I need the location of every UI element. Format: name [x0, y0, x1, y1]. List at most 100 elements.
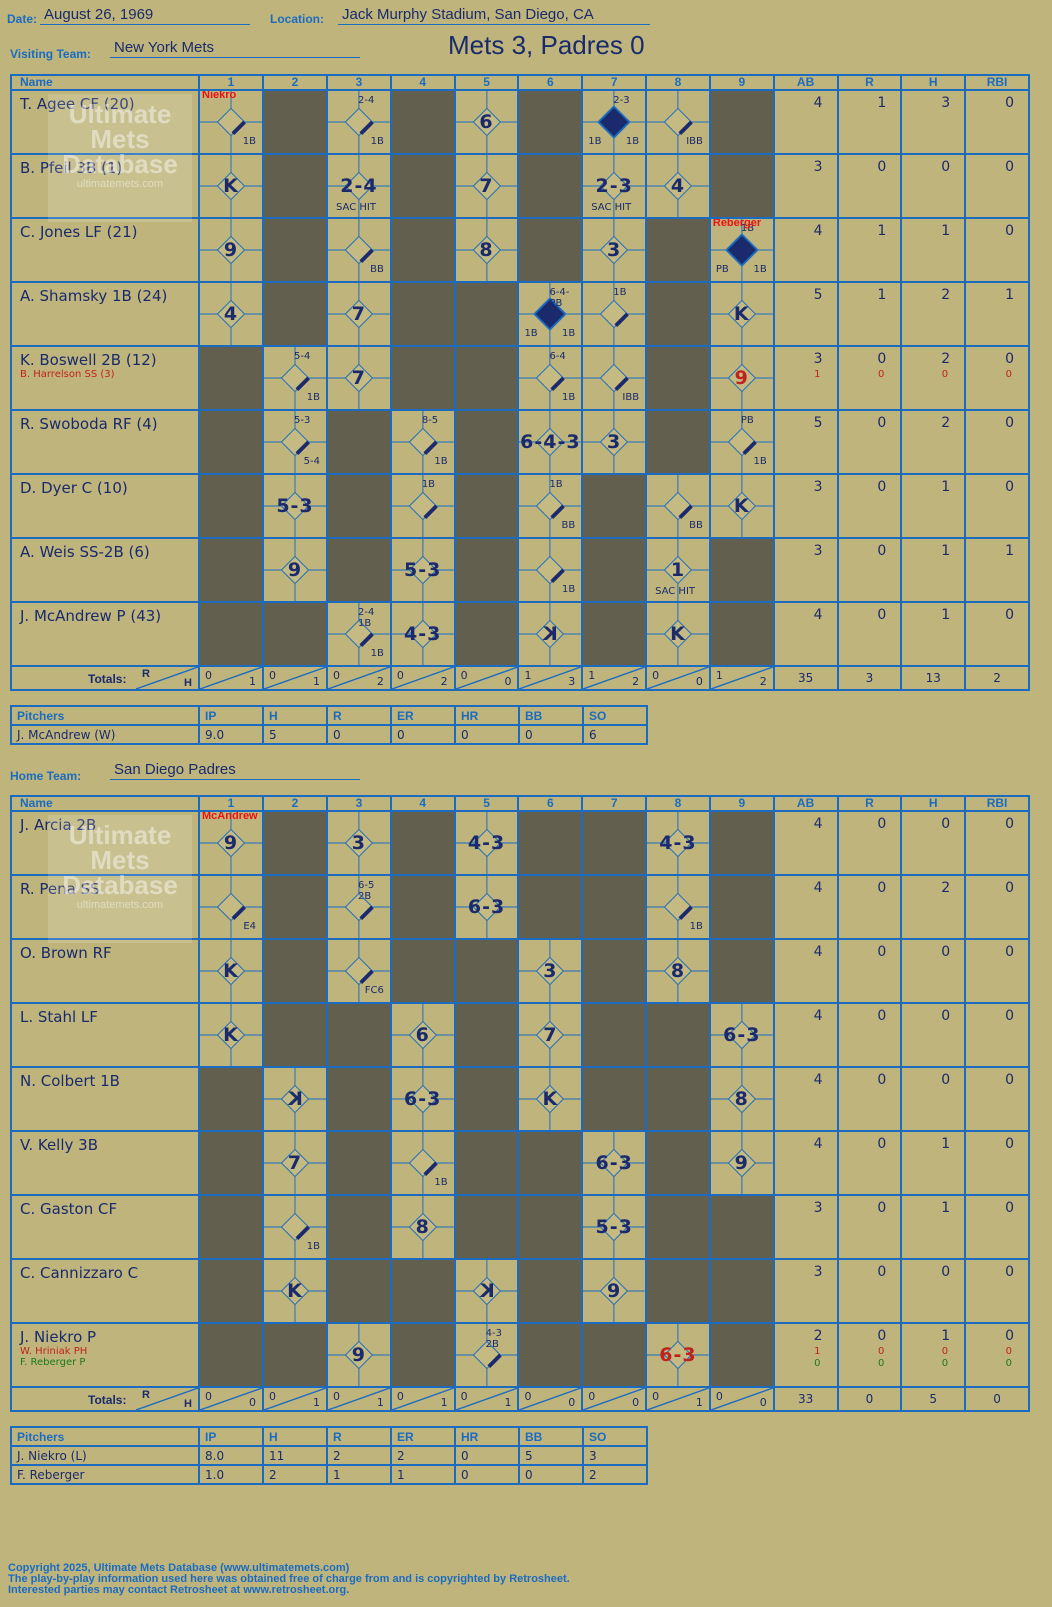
pitcher-col-header: Pitchers — [10, 1426, 200, 1447]
sub2-stat-ab: 0 — [814, 1358, 821, 1369]
inning-cell-empty — [262, 874, 328, 940]
inning-cell: 1B 1B 6-4-PB — [517, 281, 584, 347]
stat-cell-rbi: 0 — [964, 1002, 1030, 1068]
pitcher-change-note: Niekro — [202, 90, 237, 101]
hit-label: 1B — [625, 136, 640, 147]
sub-stat-rbi: 0 — [1005, 369, 1012, 380]
inning-cell-empty — [262, 1002, 328, 1068]
player-row: A. Weis SS-2B (6) 9 5-3 1B 1 SAC HIT 3 0 1 1 — [10, 537, 1030, 603]
name-column-header: Name — [10, 795, 200, 812]
stat-r: 0 — [877, 415, 887, 431]
rbi-header: RBI — [964, 74, 1030, 91]
player-name-cell: R. Swoboda RF (4) — [10, 409, 200, 475]
location-field: Jack Murphy Stadium, San Diego, CA — [338, 6, 650, 25]
stat-rbi: 1 — [1005, 287, 1014, 303]
stat-ab: 3 — [813, 543, 823, 559]
inning-hits: 1 — [440, 1396, 448, 1409]
stat-cell-h: 1 — [900, 473, 967, 539]
play-result: 9 — [607, 1280, 622, 1302]
watermark-site: ultimatemets.com — [76, 178, 164, 190]
inning-cell-empty — [708, 1258, 775, 1324]
advance-label: 1B — [421, 479, 436, 490]
inning-cell: 1B 2-4 1B — [326, 601, 392, 667]
advance-label: 4-3 2B — [485, 1328, 502, 1350]
play-result: 1 — [670, 559, 686, 581]
stat-h: 1 — [941, 479, 951, 495]
advance-label: 2-4 — [358, 95, 375, 106]
player-row: R. Swoboda RF (4) 5-4 5-3 1B 8-5 6-4-3 3 1B PB 5 0… — [10, 409, 1030, 475]
inning-cell: 5-3 — [389, 537, 456, 603]
hit-label: 1B — [562, 392, 576, 403]
inning-cell: 5-3 — [581, 1194, 648, 1260]
play-result: 8 — [734, 1088, 749, 1110]
player-name: B. Pfeil 3B (1) — [20, 159, 123, 177]
play-result: 8 — [670, 960, 686, 982]
pitcher-col-header: HR — [454, 705, 520, 726]
play-result: 9 — [734, 367, 749, 389]
stat-rbi: 0 — [1005, 880, 1014, 896]
inning-cell-empty — [198, 1130, 264, 1196]
hit-label: BB — [689, 520, 703, 531]
inning-runs: 0 — [333, 669, 340, 682]
player-name-cell: C. Cannizzaro C — [10, 1258, 200, 1324]
stat-h: 2 — [941, 880, 951, 896]
inning-cell: 6-3 — [708, 1002, 775, 1068]
inning-hits: 1 — [376, 1396, 384, 1409]
pitcher-stat: 0 — [518, 724, 584, 745]
inning-hits: 0 — [249, 1396, 256, 1409]
inning-hits: 2 — [759, 675, 767, 688]
inning-cell: K — [262, 1066, 328, 1132]
inning-cell: 3 — [326, 810, 392, 876]
advance-label: PB — [740, 415, 754, 426]
total-runs: 3 — [836, 665, 903, 691]
inning-cell: 8 — [708, 1066, 775, 1132]
hit-label: 1B — [689, 921, 703, 932]
inning-cell-empty — [517, 1258, 584, 1324]
stat-rbi: 1 — [1005, 543, 1014, 559]
stat-rbi: 0 — [1005, 816, 1014, 832]
play-result: K — [542, 1088, 559, 1110]
inning-cell: K — [198, 153, 264, 219]
inning-cell-empty — [645, 1066, 711, 1132]
player-row: K. Boswell 2B (12) B. Harrelson SS (3) 1B 5… — [10, 345, 1030, 411]
stat-cell-r: 1 — [836, 281, 903, 347]
watermark-site: ultimatemets.com — [76, 899, 164, 911]
stat-cell-h: 3 — [900, 89, 967, 155]
play-result: K — [223, 175, 239, 197]
inning-cell-empty — [517, 1322, 584, 1388]
stat-r: 0 — [877, 1008, 887, 1024]
stat-rbi: 0 — [1005, 415, 1014, 431]
stat-h: 1 — [941, 223, 951, 239]
sub-stat-ab: 1 — [814, 1346, 821, 1357]
stat-cell-h: 0 — [900, 1066, 967, 1132]
stat-rbi: 0 — [1005, 479, 1014, 495]
column-header-row: Name 1 2 3 4 5 6 7 8 9 AB R H RBI — [10, 74, 1030, 91]
pitcher-col-header: H — [262, 1426, 328, 1447]
inning-cell: K — [517, 601, 584, 667]
hit-label: 1B — [242, 136, 256, 147]
stat-r: 1 — [877, 223, 887, 239]
sub-stat-h: 0 — [941, 1346, 949, 1357]
stat-cell-ab: 4 — [772, 1130, 839, 1196]
hit-label: 5-4 — [303, 456, 320, 467]
play-result: 9 — [223, 832, 239, 854]
stat-cell-ab: 3 — [772, 153, 839, 219]
advance-label: 6-4-PB — [549, 287, 570, 309]
player-name: A. Shamsky 1B (24) — [20, 287, 168, 305]
inning-header-3: 3 — [326, 795, 392, 812]
play-result: 9 — [223, 239, 239, 261]
play-result: 6-3 — [467, 896, 506, 918]
pitcher-stat: 0 — [518, 1464, 584, 1485]
player-name-cell: C. Jones LF (21) — [10, 217, 200, 283]
play-note: SAC HIT — [655, 586, 695, 597]
stat-h: 1 — [941, 1136, 951, 1152]
player-name-cell: J. Arcia 2B — [10, 810, 200, 876]
player-name: N. Colbert 1B — [20, 1072, 120, 1090]
home-team-field: San Diego Padres — [110, 761, 360, 780]
player-name-cell: N. Colbert 1B — [10, 1066, 200, 1132]
